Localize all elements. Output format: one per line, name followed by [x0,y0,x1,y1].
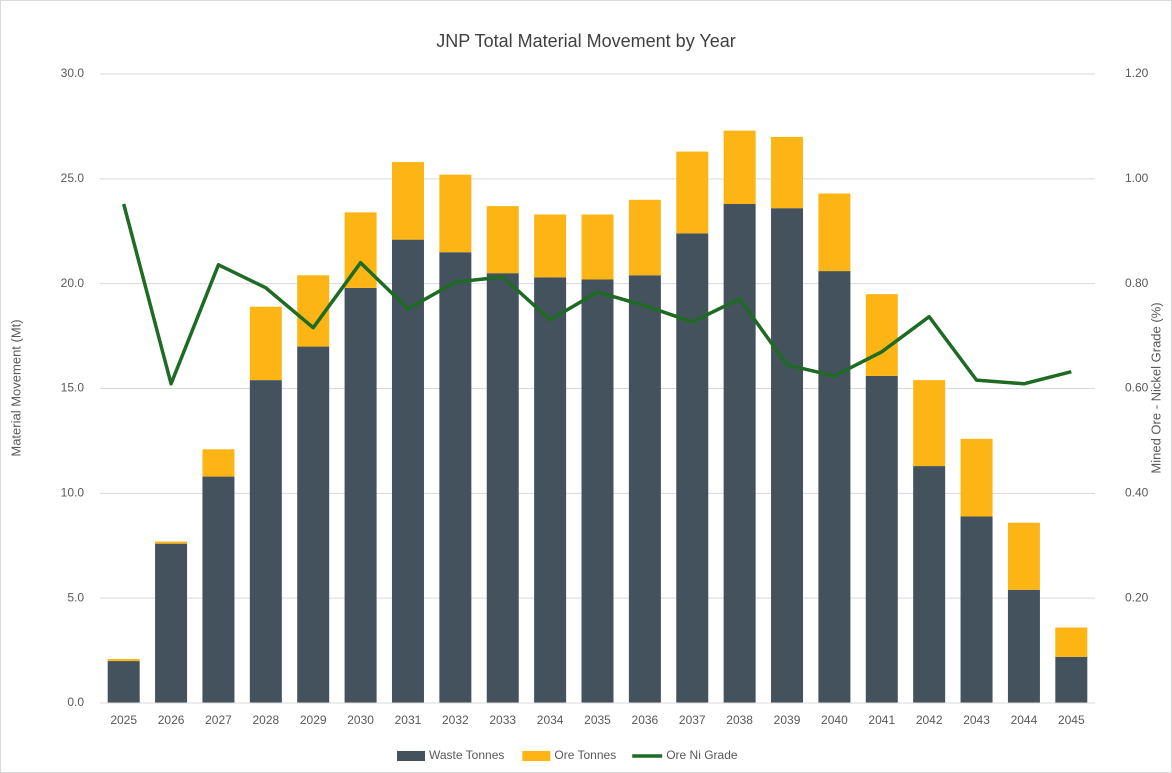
bar [439,252,472,703]
x-tick-label: 2026 [158,713,185,727]
bar [486,206,519,274]
y-tick-label: 30.0 [61,66,85,80]
y2-tick-label: 1.20 [1125,66,1149,80]
bar [818,193,851,272]
bar [155,541,188,544]
y-tick-label: 25.0 [61,171,85,185]
bar [391,239,424,704]
legend-label: Ore Tonnes [554,748,616,762]
bar [818,271,851,703]
y2-tick-label: 0.60 [1125,381,1149,395]
x-tick-label: 2039 [774,713,801,727]
bar [723,203,756,703]
bar [628,199,661,276]
x-tick-label: 2027 [205,713,232,727]
bar [865,375,898,703]
bar [1055,627,1088,657]
x-tick-label: 2041 [868,713,895,727]
bar [391,162,424,240]
bar [1007,589,1040,703]
bar [913,380,946,467]
bar [486,273,519,703]
y-axis-title: Material Movement (Mt) [8,319,23,456]
x-tick-label: 2037 [679,713,706,727]
legend-swatch [522,751,551,761]
bar [534,214,567,278]
chart-title: JNP Total Material Movement by Year [436,31,736,51]
x-tick-label: 2043 [963,713,990,727]
y-tick-label: 20.0 [61,276,85,290]
bar [107,658,140,662]
x-tick-label: 2044 [1011,713,1038,727]
y2-tick-label: 0.20 [1125,590,1149,604]
bar [581,279,614,703]
bar [676,151,709,234]
y-tick-label: 0.0 [67,695,84,709]
x-tick-label: 2040 [821,713,848,727]
bar [771,208,804,704]
bar [344,287,377,703]
bar [155,543,188,703]
x-tick-label: 2038 [726,713,753,727]
x-tick-label: 2045 [1058,713,1085,727]
legend-label: Waste Tonnes [429,748,504,762]
legend-label: Ore Ni Grade [666,748,738,762]
x-tick-label: 2028 [252,713,279,727]
y2-tick-label: 0.80 [1125,276,1149,290]
bar [913,466,946,703]
bar [202,476,235,703]
x-tick-label: 2025 [110,713,137,727]
bar [249,380,282,703]
bar [581,214,614,280]
bar [297,346,330,703]
y2-tick-label: 1.00 [1125,171,1149,185]
x-tick-label: 2030 [347,713,374,727]
bar [107,661,140,703]
x-tick-label: 2035 [584,713,611,727]
y-tick-label: 5.0 [67,590,84,604]
y-tick-label: 10.0 [61,486,85,500]
bar [628,275,661,703]
bar [771,136,804,209]
line [121,203,1072,386]
x-tick-label: 2033 [489,713,516,727]
x-tick-label: 2034 [537,713,564,727]
bar [865,294,898,376]
y2-tick-label: 0.40 [1125,486,1149,500]
x-tick-label: 2042 [916,713,943,727]
bar [960,516,993,703]
x-tick-label: 2032 [442,713,469,727]
y-tick-label: 15.0 [61,381,85,395]
bar [439,174,472,253]
bar [1007,522,1040,590]
bar [676,233,709,703]
legend-swatch [397,751,425,761]
bar [534,277,567,703]
y2-axis-title: Mined Ore - Nickel Grade (%) [1148,302,1163,473]
x-tick-label: 2036 [632,713,659,727]
x-tick-label: 2029 [300,713,327,727]
bar [202,449,235,477]
bar [960,438,993,517]
x-tick-label: 2031 [395,713,422,727]
bar [723,130,756,204]
bar [1055,656,1088,703]
bar [249,306,282,381]
